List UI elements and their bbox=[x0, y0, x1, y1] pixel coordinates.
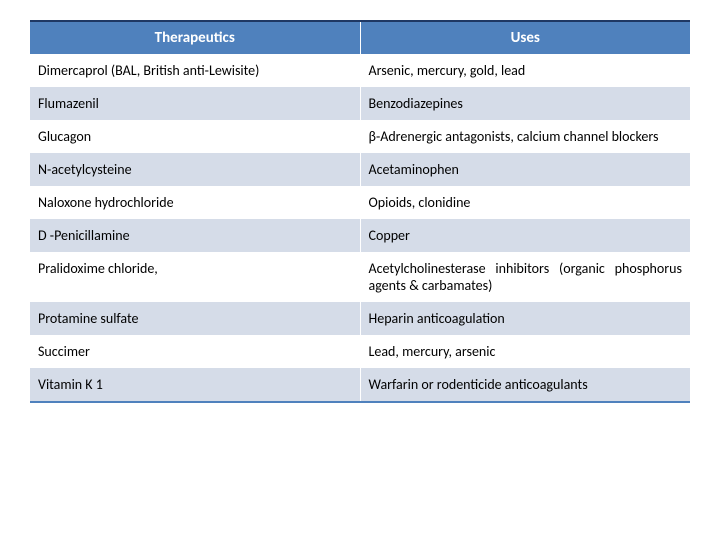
cell-therapeutic: Glucagon bbox=[30, 120, 360, 153]
cell-use: Acetylcholinesterase inhibitors (organic… bbox=[360, 252, 690, 302]
header-uses: Uses bbox=[360, 21, 690, 54]
therapeutics-table: Therapeutics Uses Dimercaprol (BAL, Brit… bbox=[30, 20, 690, 403]
table-row: D -Penicillamine Copper bbox=[30, 219, 690, 252]
cell-use: Heparin anticoagulation bbox=[360, 302, 690, 335]
table-row: N-acetylcysteine Acetaminophen bbox=[30, 153, 690, 186]
table-row: Glucagon β-Adrenergic antagonists, calci… bbox=[30, 120, 690, 153]
cell-use: Acetaminophen bbox=[360, 153, 690, 186]
cell-therapeutic: Dimercaprol (BAL, British anti-Lewisite) bbox=[30, 54, 360, 87]
table-row: Pralidoxime chloride, Acetylcholinestera… bbox=[30, 252, 690, 302]
table-row: Dimercaprol (BAL, British anti-Lewisite)… bbox=[30, 54, 690, 87]
table-row: Protamine sulfate Heparin anticoagulatio… bbox=[30, 302, 690, 335]
cell-therapeutic: N-acetylcysteine bbox=[30, 153, 360, 186]
cell-use: Opioids, clonidine bbox=[360, 186, 690, 219]
cell-use: Benzodiazepines bbox=[360, 87, 690, 120]
cell-use: β-Adrenergic antagonists, calcium channe… bbox=[360, 120, 690, 153]
cell-therapeutic: Succimer bbox=[30, 335, 360, 368]
table-row: Flumazenil Benzodiazepines bbox=[30, 87, 690, 120]
cell-use: Warfarin or rodenticide anticoagulants bbox=[360, 368, 690, 402]
cell-therapeutic: Protamine sulfate bbox=[30, 302, 360, 335]
cell-use: Arsenic, mercury, gold, lead bbox=[360, 54, 690, 87]
header-row: Therapeutics Uses bbox=[30, 21, 690, 54]
table-row: Vitamin K 1 Warfarin or rodenticide anti… bbox=[30, 368, 690, 402]
cell-therapeutic: D -Penicillamine bbox=[30, 219, 360, 252]
cell-use: Copper bbox=[360, 219, 690, 252]
table-body: Dimercaprol (BAL, British anti-Lewisite)… bbox=[30, 54, 690, 402]
header-therapeutics: Therapeutics bbox=[30, 21, 360, 54]
cell-therapeutic: Vitamin K 1 bbox=[30, 368, 360, 402]
cell-use: Lead, mercury, arsenic bbox=[360, 335, 690, 368]
table-row: Naloxone hydrochloride Opioids, clonidin… bbox=[30, 186, 690, 219]
cell-therapeutic: Pralidoxime chloride, bbox=[30, 252, 360, 302]
cell-therapeutic: Naloxone hydrochloride bbox=[30, 186, 360, 219]
cell-therapeutic: Flumazenil bbox=[30, 87, 360, 120]
table-row: Succimer Lead, mercury, arsenic bbox=[30, 335, 690, 368]
